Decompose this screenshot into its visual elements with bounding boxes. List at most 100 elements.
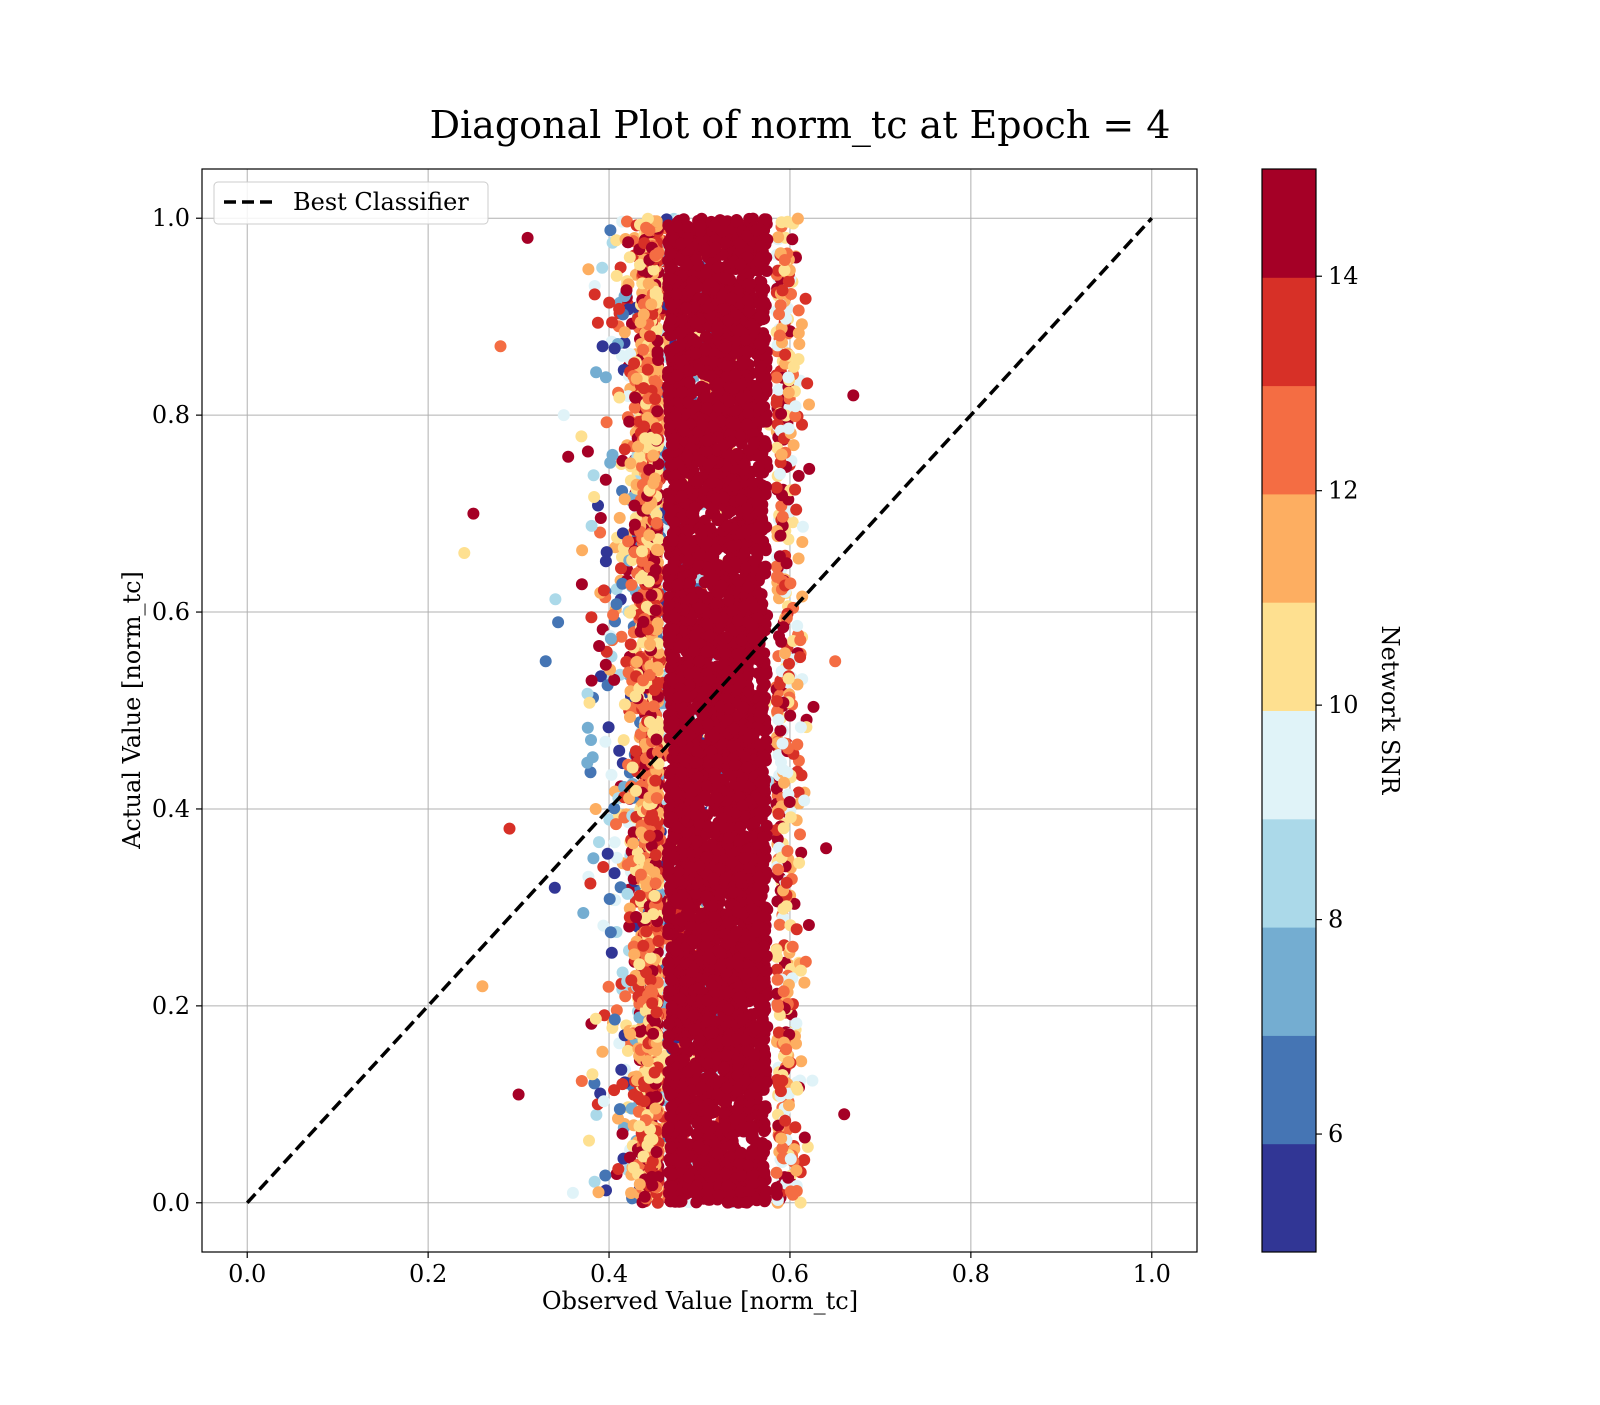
scatter-point bbox=[783, 387, 795, 399]
scatter-point bbox=[643, 576, 655, 588]
scatter-point bbox=[777, 738, 789, 750]
scatter-point bbox=[631, 656, 643, 668]
scatter-point bbox=[785, 1153, 797, 1165]
scatter-point bbox=[648, 866, 660, 878]
scatter-point bbox=[779, 647, 791, 659]
scatter-point bbox=[604, 224, 616, 236]
scatter-point bbox=[643, 278, 655, 290]
scatter-point bbox=[609, 867, 621, 879]
scatter-point bbox=[584, 697, 596, 709]
scatter-point bbox=[615, 1064, 627, 1076]
scatter-point bbox=[622, 888, 634, 900]
scatter-point bbox=[791, 923, 803, 935]
scatter-point bbox=[653, 247, 665, 259]
scatter-point bbox=[786, 233, 798, 245]
scatter-point bbox=[790, 1081, 802, 1093]
scatter-point bbox=[795, 965, 807, 977]
scatter-point bbox=[783, 423, 795, 435]
scatter-point bbox=[552, 616, 564, 628]
scatter-point bbox=[793, 304, 805, 316]
scatter-point bbox=[613, 745, 625, 757]
scatter-point bbox=[585, 611, 597, 623]
scatter-point bbox=[777, 511, 789, 523]
scatter-point bbox=[586, 520, 598, 532]
scatter-point bbox=[799, 1132, 811, 1144]
scatter-point bbox=[640, 222, 652, 234]
scatter-point bbox=[773, 714, 785, 726]
scatter-point bbox=[587, 751, 599, 763]
scatter-point bbox=[772, 231, 784, 243]
scatter-point bbox=[619, 443, 631, 455]
scatter-point bbox=[645, 298, 657, 310]
scatter-point bbox=[775, 1085, 787, 1097]
scatter-point bbox=[602, 848, 614, 860]
scatter-point bbox=[600, 474, 612, 486]
scatter-point bbox=[600, 659, 612, 671]
scatter-point bbox=[651, 405, 663, 417]
scatter-point bbox=[647, 450, 659, 462]
scatter-point bbox=[549, 593, 561, 605]
scatter-point bbox=[632, 592, 644, 604]
scatter-point bbox=[628, 357, 640, 369]
scatter-point bbox=[781, 877, 793, 889]
scatter-point bbox=[633, 853, 645, 865]
scatter-point bbox=[598, 584, 610, 596]
scatter-point bbox=[775, 1132, 787, 1144]
scatter-point bbox=[772, 864, 784, 876]
scatter-point bbox=[787, 941, 799, 953]
scatter-point bbox=[601, 416, 613, 428]
scatter-point bbox=[609, 836, 621, 848]
scatter-point bbox=[646, 589, 658, 601]
scatter-point bbox=[793, 553, 805, 565]
scatter-point bbox=[653, 544, 665, 556]
scatter-point bbox=[584, 878, 596, 890]
scatter-point bbox=[636, 545, 648, 557]
scatter-point bbox=[638, 421, 650, 433]
scatter-point bbox=[625, 579, 637, 591]
scatter-point bbox=[647, 477, 659, 489]
scatter-point bbox=[605, 633, 617, 645]
scatter-point bbox=[627, 762, 639, 774]
scatter-point bbox=[798, 977, 810, 989]
scatter-point bbox=[642, 1055, 654, 1067]
scatter-point bbox=[798, 795, 810, 807]
scatter-point bbox=[621, 284, 633, 296]
scatter-point bbox=[790, 1165, 802, 1177]
scatter-point bbox=[644, 716, 656, 728]
scatter-point bbox=[576, 1075, 588, 1087]
scatter-point bbox=[793, 327, 805, 339]
scatter-point bbox=[593, 1186, 605, 1198]
scatter-point bbox=[634, 1120, 646, 1132]
scatter-point bbox=[777, 763, 789, 775]
scatter-point bbox=[774, 919, 786, 931]
scatter-point bbox=[777, 621, 789, 633]
scatter-point bbox=[783, 1099, 795, 1111]
scatter-point bbox=[624, 251, 636, 263]
scatter-point bbox=[648, 700, 660, 712]
scatter-point bbox=[778, 822, 790, 834]
scatter-point bbox=[793, 857, 805, 869]
scatter-point bbox=[600, 371, 612, 383]
scatter-point bbox=[650, 877, 662, 889]
scatter-point bbox=[776, 449, 788, 461]
scatter-point bbox=[649, 1103, 661, 1115]
scatter-point bbox=[771, 1189, 783, 1201]
scatter-point bbox=[590, 1013, 602, 1025]
scatter-point bbox=[784, 710, 796, 722]
scatter-point bbox=[801, 377, 813, 389]
scatter-point bbox=[635, 869, 647, 881]
scatter-point bbox=[577, 907, 589, 919]
scatter-point bbox=[595, 512, 607, 524]
scatter-point bbox=[652, 346, 664, 358]
scatter-point bbox=[803, 463, 815, 475]
scatter-point bbox=[597, 861, 609, 873]
scatter-point bbox=[652, 661, 664, 673]
scatter-point bbox=[598, 1095, 610, 1107]
scatter-point bbox=[609, 1014, 621, 1026]
scatter-point bbox=[778, 985, 790, 997]
scatter-point bbox=[775, 636, 787, 648]
scatter-point bbox=[795, 721, 807, 733]
scatter-point bbox=[788, 361, 800, 373]
scatter-point bbox=[774, 468, 786, 480]
